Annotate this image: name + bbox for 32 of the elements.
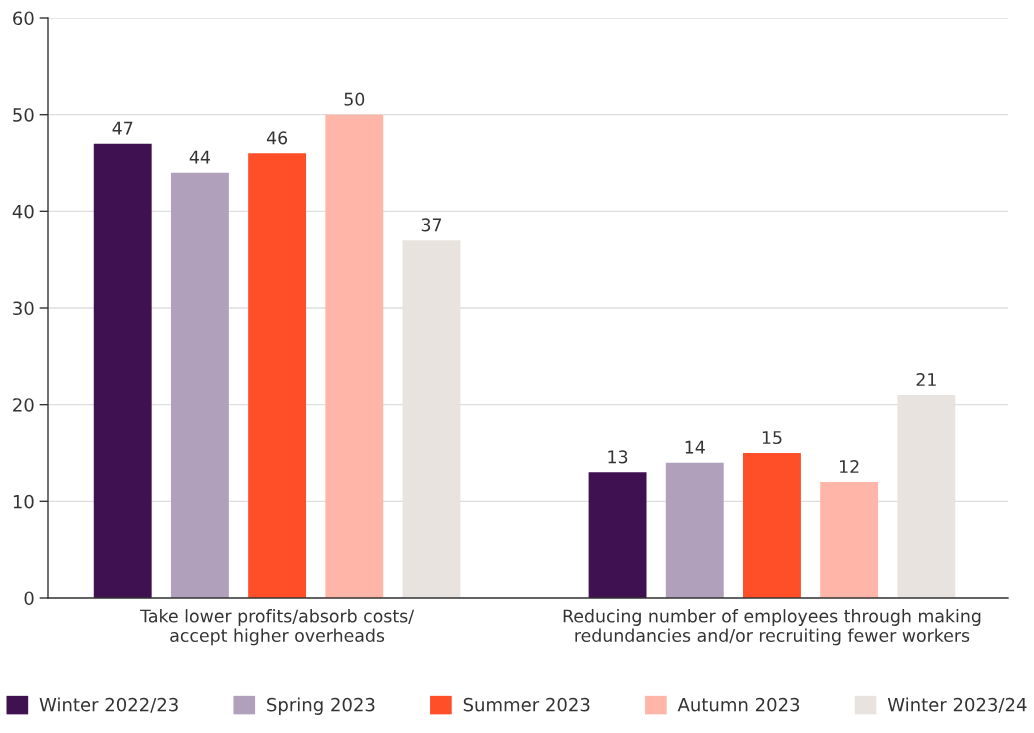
data-label: 46 bbox=[266, 131, 288, 145]
bar bbox=[665, 462, 724, 598]
data-label: 50 bbox=[344, 92, 365, 106]
legend-label: Summer 2023 bbox=[463, 697, 590, 712]
x-tick-label: Reducing number of employees through making redundancies and/or recruiting fewer workers bbox=[563, 609, 981, 646]
y-tick-label: 0 bbox=[24, 591, 34, 606]
data-label: 47 bbox=[112, 121, 133, 135]
data-label: 13 bbox=[608, 450, 628, 464]
bar bbox=[170, 172, 229, 598]
y-tick-label: 50 bbox=[13, 108, 34, 122]
data-label: 21 bbox=[916, 372, 936, 386]
y-tick-label: 20 bbox=[13, 398, 34, 412]
bar bbox=[93, 143, 152, 598]
data-label: 44 bbox=[189, 150, 210, 164]
bar bbox=[588, 472, 647, 598]
bar bbox=[325, 114, 384, 598]
data-label: 12 bbox=[840, 459, 859, 473]
x-tick-label: Take lower profits/absorb costs/ accept higher overheads bbox=[140, 609, 415, 646]
data-label: 15 bbox=[762, 431, 782, 445]
y-tick-label: 60 bbox=[13, 11, 34, 26]
bar bbox=[248, 153, 307, 598]
y-tick-label: 30 bbox=[13, 301, 34, 316]
legend-label: Winter 2022/23 bbox=[39, 697, 178, 713]
y-tick-label: 10 bbox=[13, 494, 34, 509]
legend-label: Autumn 2023 bbox=[677, 697, 800, 712]
y-tick-label: 40 bbox=[12, 204, 34, 219]
bar bbox=[743, 453, 801, 598]
legend-label: Winter 2023/24 bbox=[887, 697, 1027, 713]
legend-label: Spring 2023 bbox=[267, 697, 375, 715]
bar bbox=[820, 482, 879, 598]
data-label: 37 bbox=[421, 218, 442, 232]
data-label: 14 bbox=[685, 440, 705, 454]
